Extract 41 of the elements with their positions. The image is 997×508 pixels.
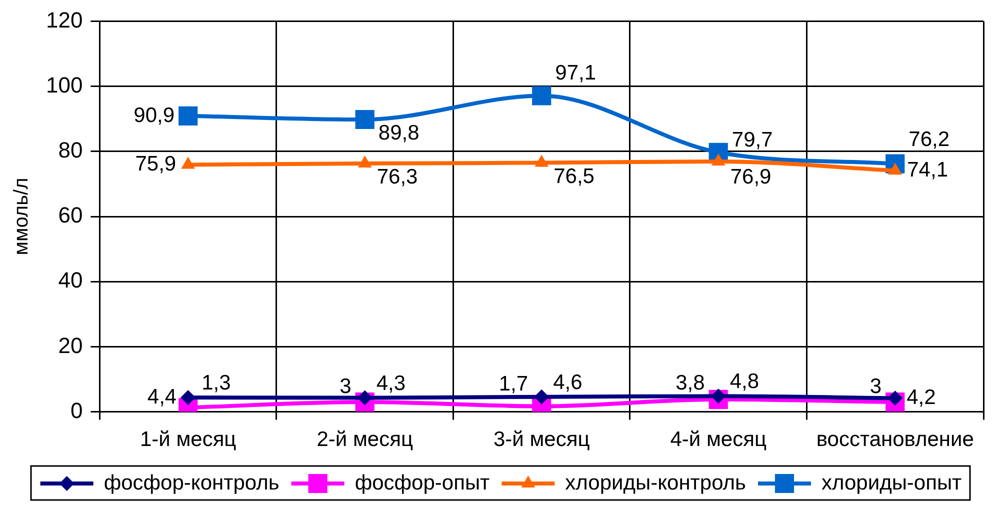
- data-label: 3,8: [676, 371, 705, 394]
- data-label: 74,1: [907, 158, 948, 182]
- point: [355, 110, 374, 130]
- data-label: 3: [870, 375, 882, 398]
- data-label: 97,1: [555, 62, 596, 85]
- point: [532, 86, 552, 106]
- data-label: 3: [340, 375, 352, 398]
- data-label: 4,2: [906, 386, 936, 410]
- data-label: 89,8: [378, 122, 420, 144]
- y-tick-label: 80: [58, 137, 83, 162]
- data-label: 76,2: [908, 128, 950, 151]
- data-label: 4,3: [376, 372, 406, 395]
- x-tick-label: восстановление: [816, 428, 974, 452]
- y-tick-label: 40: [58, 268, 83, 293]
- legend-label: фосфор-контроль: [104, 471, 280, 494]
- data-label: 1,3: [202, 372, 231, 395]
- legend-label: хлориды-контроль: [565, 471, 746, 494]
- y-tick-label: 20: [58, 332, 83, 358]
- data-label: 90,9: [134, 104, 175, 127]
- data-label: 76,5: [554, 164, 594, 188]
- y-tick-label: 60: [58, 202, 83, 228]
- legend-label: хлориды-опыт: [821, 471, 962, 494]
- x-tick-label: 1-й месяц: [140, 428, 236, 452]
- data-label: 1,7: [498, 372, 528, 396]
- x-tick-label: 4-й месяц: [670, 428, 766, 452]
- x-tick-label: 2-й месяц: [316, 428, 413, 452]
- y-axis-title: ммоль/л: [10, 178, 33, 256]
- data-label: 4,6: [553, 370, 582, 394]
- y-tick-label: 120: [46, 7, 83, 32]
- data-label: 76,3: [376, 165, 418, 188]
- y-tick-label: 100: [46, 72, 83, 98]
- data-label: 79,7: [732, 128, 773, 152]
- data-label: 76,9: [730, 165, 772, 188]
- point: [178, 106, 198, 126]
- legend-label: фосфор-опыт: [354, 471, 490, 494]
- data-label: 75,9: [135, 152, 176, 176]
- y-tick-label: 0: [70, 398, 83, 423]
- data-label: 4,8: [730, 370, 760, 394]
- point: [534, 389, 550, 404]
- data-label: 4,4: [147, 385, 177, 408]
- x-tick-label: 3-й месяц: [493, 428, 590, 452]
